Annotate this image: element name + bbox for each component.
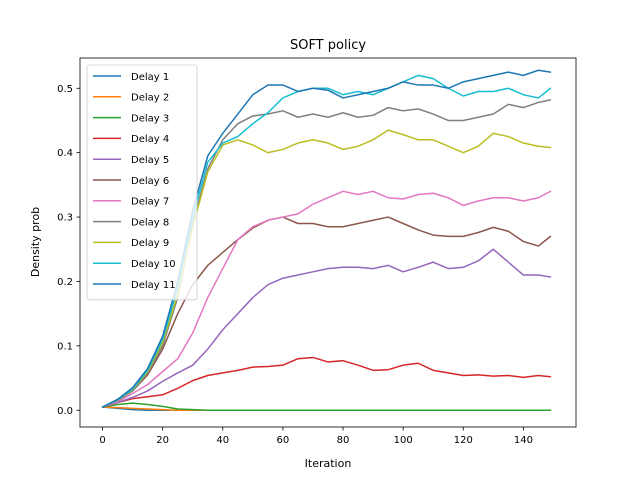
x-tick-label: 120 bbox=[454, 435, 473, 446]
legend-label-11: Delay 11 bbox=[131, 280, 176, 291]
legend-label-6: Delay 6 bbox=[131, 176, 169, 187]
y-axis-title: Density prob bbox=[29, 207, 42, 277]
series-line-4 bbox=[101, 356, 552, 408]
series-line-7 bbox=[101, 190, 552, 408]
legend-label-1: Delay 1 bbox=[131, 72, 169, 83]
x-axis-title: Iteration bbox=[305, 457, 352, 470]
legend-label-10: Delay 10 bbox=[131, 259, 176, 270]
legend-label-3: Delay 3 bbox=[131, 113, 169, 124]
y-tick-label: 0.5 bbox=[57, 84, 73, 95]
legend-label-8: Delay 8 bbox=[131, 217, 169, 228]
series-line-6 bbox=[101, 216, 552, 408]
x-tick-label: 140 bbox=[514, 435, 533, 446]
y-axis: 0.0 0.1 0.2 0.3 0.4 0.5 bbox=[57, 84, 80, 417]
x-tick-label: 40 bbox=[216, 435, 229, 446]
x-tick-label: 0 bbox=[99, 435, 105, 446]
legend-label-5: Delay 5 bbox=[131, 155, 169, 166]
legend-label-9: Delay 9 bbox=[131, 238, 169, 249]
y-tick-label: 0.1 bbox=[57, 341, 73, 352]
y-tick-label: 0.2 bbox=[57, 277, 73, 288]
y-tick-label: 0.4 bbox=[57, 148, 73, 159]
x-axis: 0 20 40 60 80 100 120 140 bbox=[99, 427, 533, 446]
x-tick-label: 100 bbox=[394, 435, 413, 446]
chart-title: SOFT policy bbox=[290, 38, 366, 53]
x-tick-label: 80 bbox=[337, 435, 350, 446]
series-line-5 bbox=[101, 248, 552, 408]
y-tick-label: 0.0 bbox=[57, 406, 73, 417]
legend-label-4: Delay 4 bbox=[131, 134, 169, 145]
legend: Delay 1 Delay 2 Delay 3 Delay 4 Delay 5 Delay… bbox=[86, 64, 198, 301]
x-tick-label: 60 bbox=[277, 435, 290, 446]
legend-label-7: Delay 7 bbox=[131, 197, 169, 208]
legend-label-2: Delay 2 bbox=[131, 93, 169, 104]
x-tick-label: 20 bbox=[156, 435, 169, 446]
plot-frame bbox=[79, 57, 577, 428]
y-tick-label: 0.3 bbox=[57, 213, 73, 224]
legend-box bbox=[86, 64, 198, 301]
series-line-3 bbox=[101, 402, 552, 412]
